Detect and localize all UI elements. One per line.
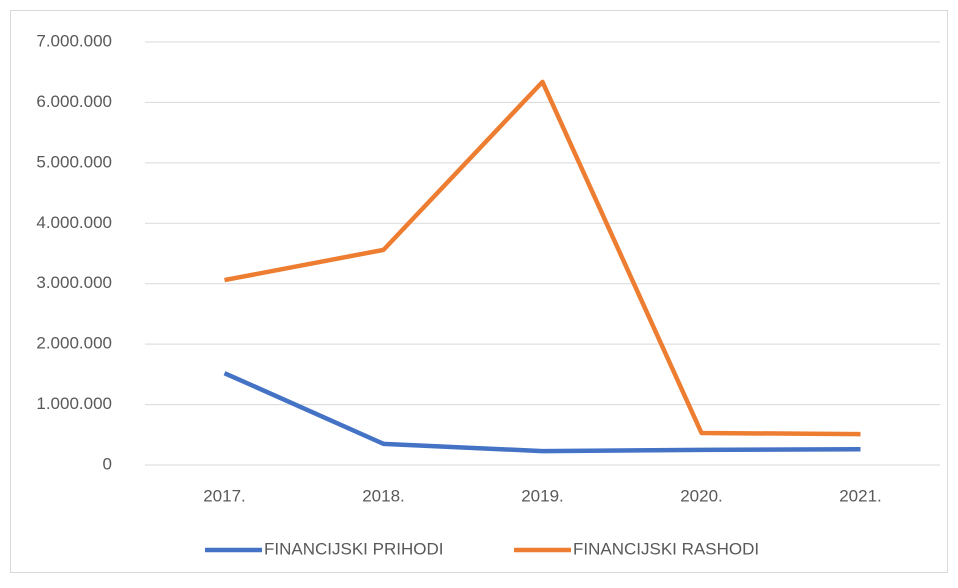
y-tick-label: 6.000.000	[36, 92, 112, 111]
line-series	[224, 79, 861, 437]
x-tick-label: 2018.	[362, 486, 405, 505]
y-tick-label: 3.000.000	[36, 273, 112, 292]
y-tick-label: 4.000.000	[36, 213, 112, 232]
y-tick-label: 5.000.000	[36, 152, 112, 171]
y-tick-label: 2.000.000	[36, 334, 112, 353]
chart-border	[10, 10, 948, 573]
y-tick-label: 7.000.000	[36, 31, 112, 50]
y-tick-label: 0	[103, 454, 112, 473]
x-tick-label: 2019.	[521, 486, 564, 505]
x-tick-label: 2021.	[839, 486, 882, 505]
x-tick-label: 2020.	[680, 486, 723, 505]
x-tick-label: 2017.	[203, 486, 246, 505]
legend-label: FINANCIJSKI PRIHODI	[264, 539, 443, 558]
line-series	[223, 371, 861, 454]
legend-label: FINANCIJSKI RASHODI	[573, 539, 759, 558]
y-tick-label: 1.000.000	[36, 394, 112, 413]
